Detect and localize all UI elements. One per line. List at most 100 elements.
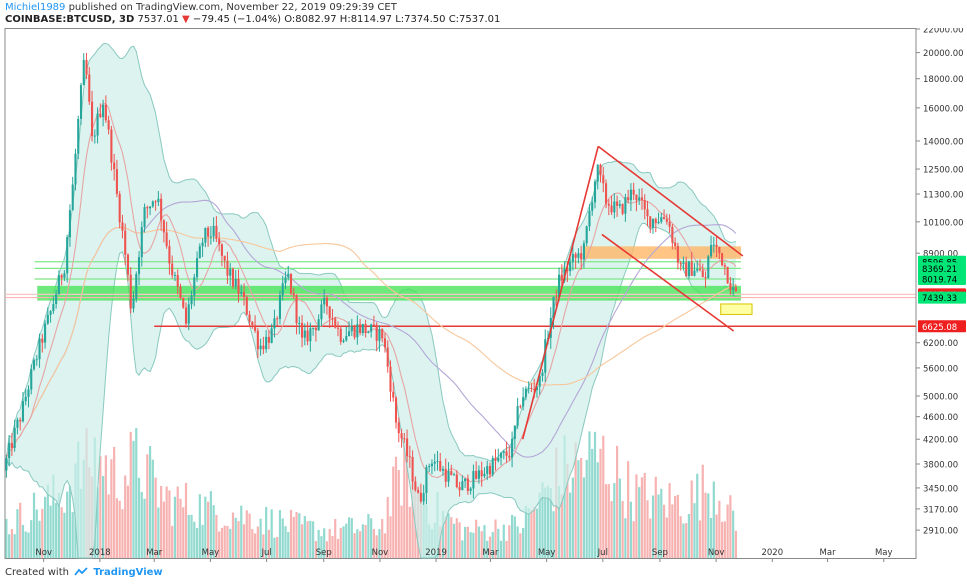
time-tick-label: Mar bbox=[482, 548, 499, 558]
volume-bar bbox=[372, 529, 376, 558]
candle-body bbox=[115, 169, 118, 194]
candle-body bbox=[621, 204, 624, 214]
volume-bar bbox=[38, 520, 41, 558]
publish-info: Michiel1989 published on TradingView.com… bbox=[5, 2, 397, 13]
candle-body bbox=[497, 457, 500, 461]
volume-bar bbox=[356, 529, 359, 558]
candle-body bbox=[596, 164, 599, 182]
candle-body bbox=[533, 389, 536, 391]
time-tick-label: Jul bbox=[260, 548, 271, 558]
price-tick-label: 3800.00 bbox=[923, 460, 958, 470]
price-tick-label: 4200.00 bbox=[923, 436, 958, 446]
candle-body bbox=[513, 425, 516, 439]
volume-bar bbox=[452, 523, 456, 558]
candle-body bbox=[82, 60, 85, 86]
volume-bar bbox=[187, 514, 190, 558]
volume-bar bbox=[557, 485, 561, 558]
time-tick-label: Nov bbox=[35, 548, 52, 558]
volume-bar bbox=[386, 496, 389, 558]
volume-bar bbox=[35, 509, 38, 558]
candle-body bbox=[104, 104, 107, 121]
candle-body bbox=[499, 452, 503, 458]
candle-body bbox=[27, 389, 30, 397]
volume-bar bbox=[104, 455, 107, 558]
volume-bar bbox=[654, 476, 657, 558]
candle-body bbox=[71, 184, 74, 211]
time-axis[interactable]: Nov 2018 Mar May Jul Sep Nov 2019 Mar May Jul Sep No… bbox=[35, 548, 893, 562]
volume-bar bbox=[461, 540, 464, 558]
volume-bar bbox=[60, 507, 63, 558]
candle-body bbox=[190, 295, 193, 305]
volume-bar bbox=[458, 522, 461, 558]
price-label-box bbox=[918, 291, 966, 304]
price-change: −79.45 (−1.04%) bbox=[189, 14, 282, 25]
candle-body bbox=[118, 193, 121, 223]
candle-body bbox=[19, 419, 22, 422]
price-tick-label: 16000.00 bbox=[923, 104, 964, 114]
candle-body bbox=[585, 226, 588, 244]
volume-bar bbox=[690, 480, 693, 558]
candle-body bbox=[558, 274, 561, 298]
candle-body bbox=[726, 266, 729, 284]
candle-body bbox=[613, 201, 616, 213]
candle-body bbox=[77, 118, 80, 154]
candle-body bbox=[312, 327, 315, 329]
candle-body bbox=[160, 198, 163, 221]
candle-body bbox=[168, 246, 171, 264]
candle-body bbox=[441, 468, 445, 471]
candle-body bbox=[704, 277, 707, 279]
candle-body bbox=[624, 197, 627, 214]
candle-body bbox=[696, 269, 699, 271]
volume-bar bbox=[24, 531, 27, 558]
candle-body bbox=[49, 311, 52, 315]
volume-bar bbox=[154, 477, 157, 558]
volume-bar bbox=[231, 512, 235, 558]
candle-body bbox=[276, 318, 279, 320]
candle-body bbox=[273, 318, 276, 329]
candle-body bbox=[240, 292, 243, 294]
volume-bar bbox=[270, 509, 273, 558]
tradingview-brand-link[interactable]: TradingView bbox=[93, 567, 163, 578]
volume-bar bbox=[132, 440, 135, 558]
volume-bar bbox=[63, 512, 66, 558]
candle-body bbox=[657, 221, 660, 224]
volume-bar bbox=[30, 520, 33, 558]
volume-bar bbox=[267, 529, 271, 558]
volume-bar bbox=[560, 494, 563, 558]
candle-body bbox=[466, 478, 469, 491]
time-tick-label: Nov bbox=[708, 548, 725, 558]
volume-bar bbox=[253, 533, 257, 558]
volume-bar bbox=[635, 474, 638, 558]
author-link[interactable]: Michiel1989 bbox=[5, 2, 66, 13]
volume-bar bbox=[502, 524, 505, 558]
candle-body bbox=[721, 253, 724, 266]
price-tick-label: 10100.00 bbox=[923, 218, 964, 228]
volume-bar bbox=[599, 448, 602, 558]
volume-bar bbox=[522, 528, 525, 558]
time-tick-label: Mar bbox=[820, 548, 837, 558]
volume-bar bbox=[621, 501, 624, 558]
candle-body bbox=[207, 227, 210, 237]
price-tick-label: 12500.00 bbox=[923, 166, 964, 176]
volume-bar bbox=[477, 526, 481, 558]
price-chart[interactable]: 22000.00 20000.00 18000.00 16000.00 14000.00… bbox=[0, 28, 967, 565]
volume-bar bbox=[262, 534, 265, 558]
candle-body bbox=[508, 455, 511, 458]
volume-bar bbox=[488, 536, 492, 558]
volume-bar bbox=[472, 532, 475, 558]
volume-bar bbox=[403, 442, 406, 558]
volume-bar bbox=[198, 494, 201, 558]
bollinger-band-fill bbox=[6, 43, 736, 558]
volume-bar bbox=[533, 506, 536, 558]
volume-bar bbox=[662, 504, 666, 558]
volume-bar bbox=[129, 431, 132, 558]
time-tick-label: Mar bbox=[146, 548, 163, 558]
candle-body bbox=[96, 113, 99, 136]
volume-bar bbox=[115, 498, 119, 558]
candle-body bbox=[472, 470, 475, 489]
candle-body bbox=[223, 255, 226, 261]
volume-bar bbox=[660, 488, 663, 558]
volume-bar bbox=[610, 501, 613, 558]
price-axis[interactable]: 22000.00 20000.00 18000.00 16000.00 14000.00… bbox=[915, 28, 964, 558]
candle-body bbox=[394, 397, 398, 423]
